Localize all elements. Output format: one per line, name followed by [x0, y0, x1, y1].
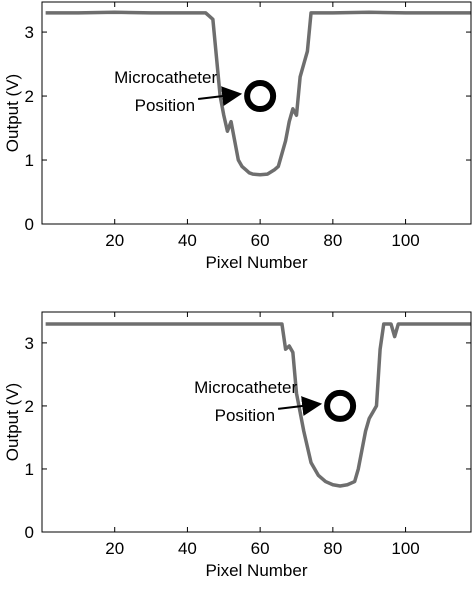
annotation: Position [215, 406, 275, 425]
annotation-arrow [198, 86, 243, 107]
annotation: Microcatheter [194, 378, 297, 397]
y-tick-label: 0 [25, 215, 34, 234]
x-tick-label: 80 [323, 539, 342, 558]
x-tick-label: 60 [251, 539, 270, 558]
y-tick-label: 3 [25, 23, 34, 42]
position-marker [244, 80, 277, 113]
y-tick-label: 3 [25, 334, 34, 353]
x-tick-label: 20 [105, 231, 124, 250]
axes-frame [41, 1, 472, 225]
axes-frame [41, 311, 472, 533]
position-marker [324, 389, 357, 422]
data-line [45, 10, 471, 177]
y-tick-label: 1 [25, 151, 34, 170]
annotation-arrow [278, 396, 323, 416]
x-tick-label: 40 [178, 231, 197, 250]
data-line [45, 322, 471, 488]
x-tick-label: 20 [105, 539, 124, 558]
y-tick-label: 2 [25, 397, 34, 416]
annotation: Position [135, 96, 195, 115]
y-axis-label: Output (V) [3, 383, 22, 461]
x-tick-label: 100 [391, 231, 419, 250]
y-axis-label: Output (V) [3, 74, 22, 152]
annotation: Microcatheter [114, 68, 217, 87]
y-tick-label: 0 [25, 523, 34, 542]
y-tick-label: 2 [25, 87, 34, 106]
x-axis-label: Pixel Number [205, 561, 307, 580]
y-tick-label: 1 [25, 460, 34, 479]
x-tick-label: 80 [323, 231, 342, 250]
x-tick-label: 40 [178, 539, 197, 558]
x-tick-label: 100 [391, 539, 419, 558]
x-axis-label: Pixel Number [205, 253, 307, 272]
x-tick-label: 60 [251, 231, 270, 250]
